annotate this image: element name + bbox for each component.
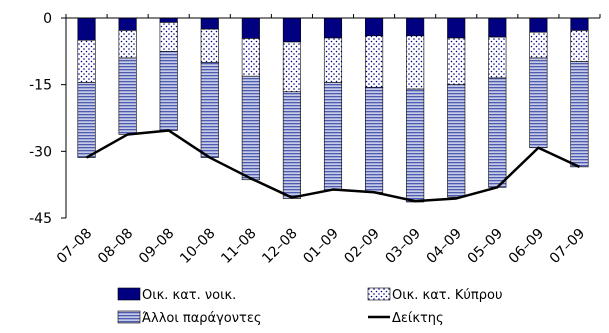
bar-segment-2 bbox=[200, 28, 219, 63]
bar-segment-1 bbox=[241, 17, 260, 39]
bar-segment-1 bbox=[406, 17, 425, 37]
x-tick-label: 01–09 bbox=[300, 226, 341, 267]
legend-label: Οικ. κατ. νοικ. bbox=[142, 288, 236, 303]
x-tick-label: 06–09 bbox=[506, 226, 547, 267]
bar-segment-2 bbox=[159, 22, 178, 52]
series-line bbox=[85, 129, 580, 203]
bar-segment-2 bbox=[241, 38, 260, 77]
bar-segment-1 bbox=[77, 17, 96, 41]
bar-segment-3 bbox=[488, 77, 507, 188]
legend-label: Άλλοι παράγοντες bbox=[142, 311, 261, 326]
bar-segment-3 bbox=[77, 82, 96, 158]
x-tick-label: 02–09 bbox=[341, 226, 382, 267]
bar-segment-2 bbox=[529, 31, 548, 59]
bar-segment-3 bbox=[241, 75, 260, 181]
bar-segment-3 bbox=[406, 88, 425, 203]
bar-segment-2 bbox=[447, 37, 466, 85]
y-ticks: 0 -15 -30 -45 bbox=[29, 11, 66, 227]
bar-segment-2 bbox=[488, 36, 507, 79]
bar-segment-3 bbox=[447, 84, 466, 198]
legend: Οικ. κατ. νοικ. Οικ. κατ. Κύπρου Άλλοι παρ… bbox=[117, 287, 502, 326]
x-tick-labels: 07–08 08–08 09–08 10–08 11–08 12–08 01–09 02–09… bbox=[54, 226, 588, 267]
legend-swatch bbox=[117, 310, 141, 324]
bar-segment-1 bbox=[365, 17, 384, 37]
bar-segment-2 bbox=[118, 30, 137, 59]
x-tick-label: 11–08 bbox=[218, 226, 259, 267]
bar-segment-3 bbox=[529, 57, 548, 149]
x-tick-label: 05–09 bbox=[465, 226, 506, 267]
y-tick-label: -45 bbox=[29, 211, 52, 227]
bar-segment-1 bbox=[488, 17, 507, 38]
bar-segment-3 bbox=[118, 57, 137, 135]
y-tick-label: -30 bbox=[29, 144, 52, 160]
bar-segment-3 bbox=[323, 82, 343, 191]
legend-swatch bbox=[367, 287, 391, 301]
x-tick-label: 10–08 bbox=[177, 226, 218, 267]
bar-segment-1 bbox=[282, 17, 301, 43]
legend-label: Δείκτης bbox=[392, 311, 444, 326]
bar-segment-2 bbox=[77, 39, 96, 83]
x-tick-label: 07–09 bbox=[547, 226, 588, 267]
bar-segment-2 bbox=[365, 35, 384, 88]
y-tick-label: -15 bbox=[29, 78, 52, 94]
bar-segment-2 bbox=[406, 35, 425, 90]
bar-segment-1 bbox=[570, 17, 589, 31]
y-tick-label: 0 bbox=[43, 11, 52, 27]
bar-segment-2 bbox=[282, 41, 301, 93]
bar-segment-1 bbox=[529, 17, 548, 33]
bar-segment-1 bbox=[323, 17, 343, 39]
x-ticks bbox=[65, 14, 601, 18]
bar-segment-3 bbox=[159, 51, 178, 131]
bar-segment-3 bbox=[200, 62, 219, 158]
legend-label: Οικ. κατ. Κύπρου bbox=[392, 288, 502, 303]
bar-segment-3 bbox=[365, 87, 384, 193]
legend-swatch bbox=[117, 287, 141, 301]
bar-segment-1 bbox=[118, 17, 137, 31]
x-tick-label: 09–08 bbox=[136, 226, 177, 267]
bar-segment-3 bbox=[282, 91, 301, 199]
x-tick-label: 12–08 bbox=[259, 226, 300, 267]
x-tick-label: 04–09 bbox=[424, 226, 465, 267]
bar-segment-3 bbox=[570, 61, 589, 168]
bar-segment-2 bbox=[570, 30, 589, 62]
bar-segment-1 bbox=[200, 17, 219, 30]
x-tick-label: 03–09 bbox=[383, 226, 424, 267]
bar-segment-1 bbox=[159, 17, 178, 23]
bar-segment-1 bbox=[447, 17, 466, 39]
x-tick-label: 07–08 bbox=[54, 226, 95, 267]
x-tick-label: 08–08 bbox=[95, 226, 136, 267]
bar-segment-2 bbox=[323, 37, 343, 83]
